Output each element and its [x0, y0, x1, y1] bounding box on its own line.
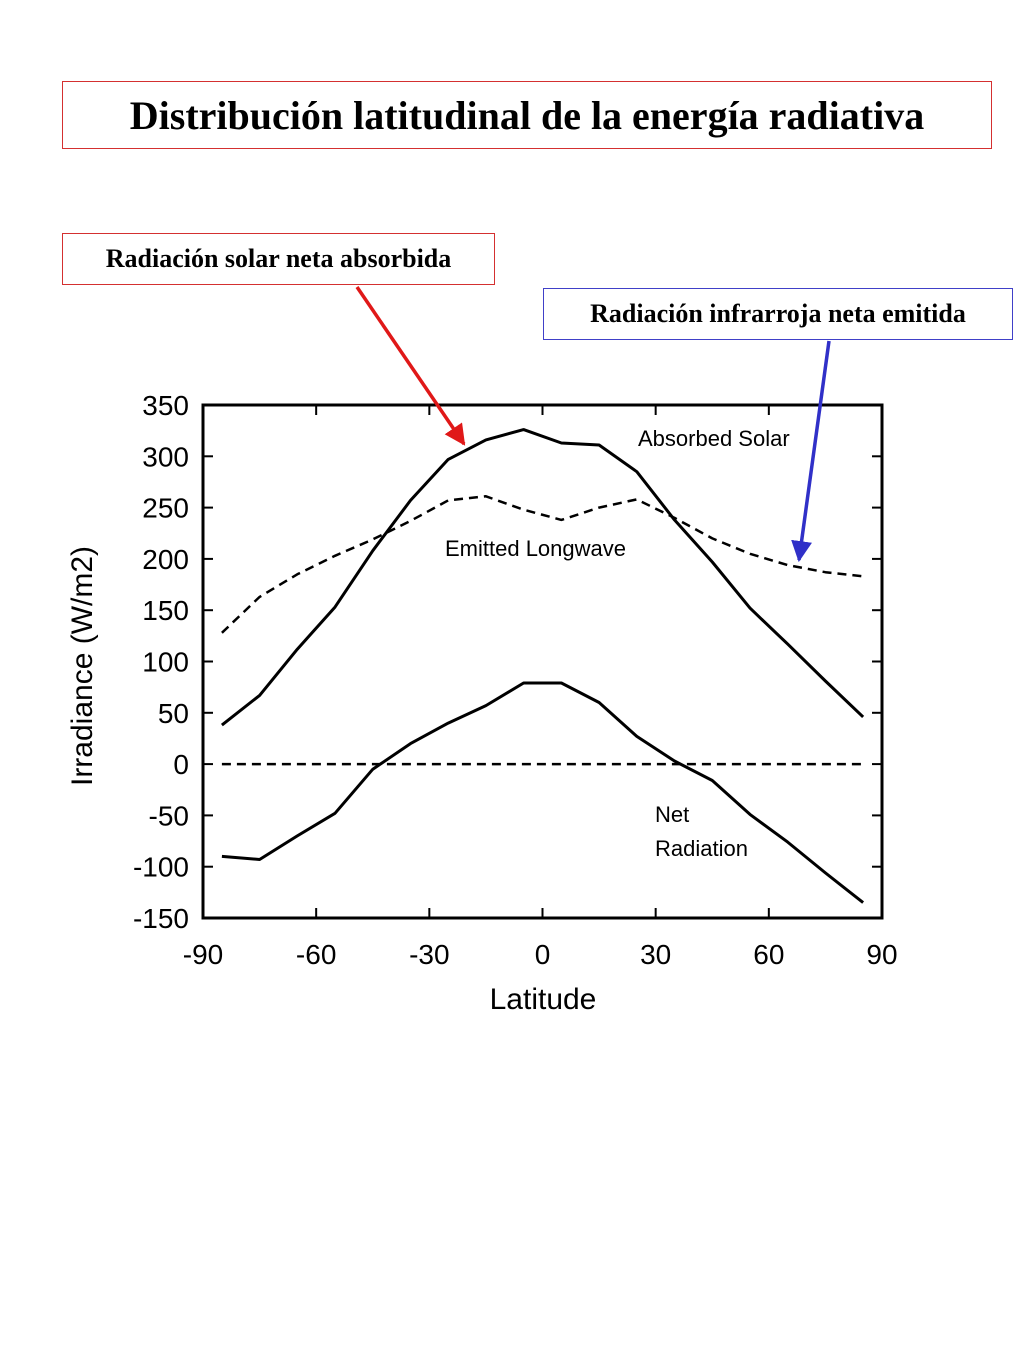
y-tick-label: 100: [142, 647, 189, 678]
callout-infrared-emitted: Radiación infrarroja neta emitida: [543, 288, 1013, 340]
label-net: Net: [655, 802, 689, 827]
y-tick-label: 200: [142, 544, 189, 575]
series-absorbed-solar: [220, 428, 865, 727]
series-net-radiation: [221, 681, 865, 904]
x-tick-label: -60: [296, 939, 336, 970]
x-tick-label: 0: [535, 939, 551, 970]
y-tick-label: 250: [142, 493, 189, 524]
label-absorbed-solar: Absorbed Solar: [638, 426, 790, 451]
slide-title: Distribución latitudinal de la energía r…: [62, 81, 992, 149]
y-tick-label: 350: [142, 390, 189, 421]
arrow-solar: [355, 286, 466, 446]
x-tick-label: 90: [866, 939, 897, 970]
series-emitted-longwave: [221, 495, 864, 634]
arrow-infrared: [791, 340, 831, 563]
y-tick-label: -50: [149, 800, 189, 831]
y-tick-label: 0: [173, 749, 189, 780]
y-tick-label: -150: [133, 903, 189, 934]
y-axis-title: Irradiance (W/m2): [66, 546, 99, 786]
y-tick-label: 50: [158, 698, 189, 729]
y-tick-label: -100: [133, 852, 189, 883]
callout-solar-absorbed: Radiación solar neta absorbida: [62, 233, 495, 285]
y-tick-label: 300: [142, 441, 189, 472]
plot-frame: [201, 403, 884, 920]
x-tick-label: 30: [640, 939, 671, 970]
label-radiation: Radiation: [655, 836, 748, 861]
x-tick-label: 60: [753, 939, 784, 970]
x-axis-title: Latitude: [490, 983, 597, 1016]
x-tick-label: -90: [183, 939, 223, 970]
y-tick-label: 150: [142, 595, 189, 626]
label-emitted-longwave: Emitted Longwave: [445, 536, 626, 561]
x-tick-label: -30: [409, 939, 449, 970]
